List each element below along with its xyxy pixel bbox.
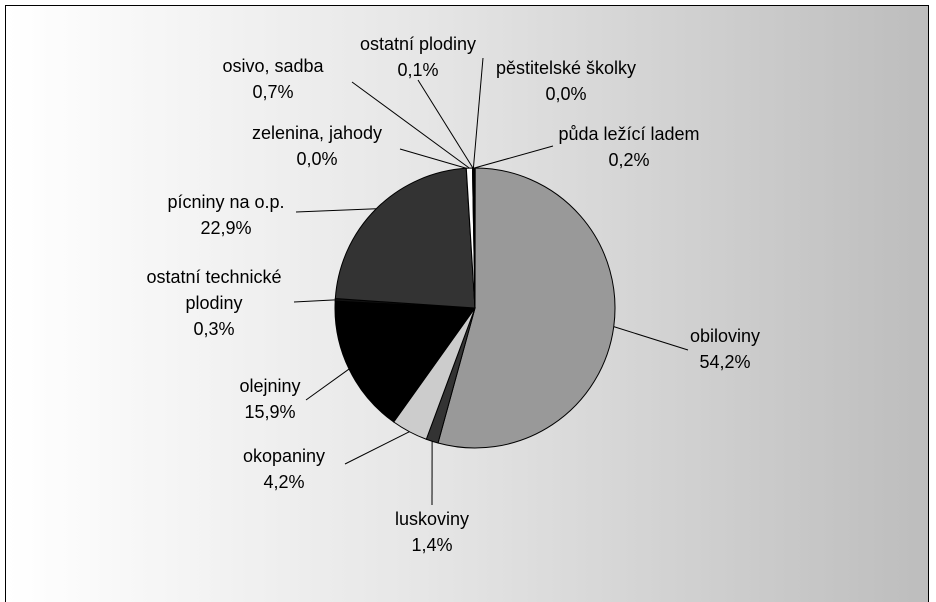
leader-line-4 [293, 299, 336, 303]
pie-slice-0 [437, 167, 616, 449]
slice-name-label: ostatní technické [146, 267, 281, 287]
leader-line-2 [344, 431, 410, 465]
leader-line-5 [295, 208, 377, 213]
slice-name-label: pěstitelské školky [496, 58, 636, 78]
slice-value-label: 0,3% [193, 319, 234, 339]
leader-line-0 [613, 326, 689, 351]
leader-line-6 [399, 148, 467, 169]
slice-name-label: okopaniny [243, 446, 325, 466]
slice-name-label: osivo, sadba [222, 56, 324, 76]
slice-name-label: obiloviny [690, 326, 760, 346]
slice-value-label: 1,4% [411, 535, 452, 555]
slice-name-label: luskoviny [395, 509, 469, 529]
slice-value-label: 22,9% [200, 218, 251, 238]
slice-name-label: ostatní plodiny [360, 34, 476, 54]
slice-value-label: 0,1% [397, 60, 438, 80]
slice-value-label: 0,2% [608, 150, 649, 170]
slice-name-label: zelenina, jahody [252, 123, 382, 143]
slice-name-label: půda ležící ladem [558, 124, 699, 144]
slice-name-label: olejniny [239, 376, 300, 396]
leader-line-10 [474, 145, 554, 169]
slice-value-label: 0,0% [545, 84, 586, 104]
leader-line-7 [351, 81, 470, 169]
slice-value-label: 15,9% [244, 402, 295, 422]
slice-value-label: 0,0% [296, 149, 337, 169]
leader-line-3 [305, 368, 350, 401]
leader-line-9 [472, 57, 484, 169]
slice-name-label: pícniny na o.p. [167, 192, 284, 212]
pie-slice-3 [334, 300, 476, 423]
slice-value-label: 4,2% [263, 472, 304, 492]
leader-line-8 [417, 79, 474, 169]
slice-value-label: 0,7% [252, 82, 293, 102]
slice-name-label: plodiny [185, 293, 242, 313]
slice-value-label: 54,2% [699, 352, 750, 372]
pie-slice-5 [334, 167, 476, 309]
